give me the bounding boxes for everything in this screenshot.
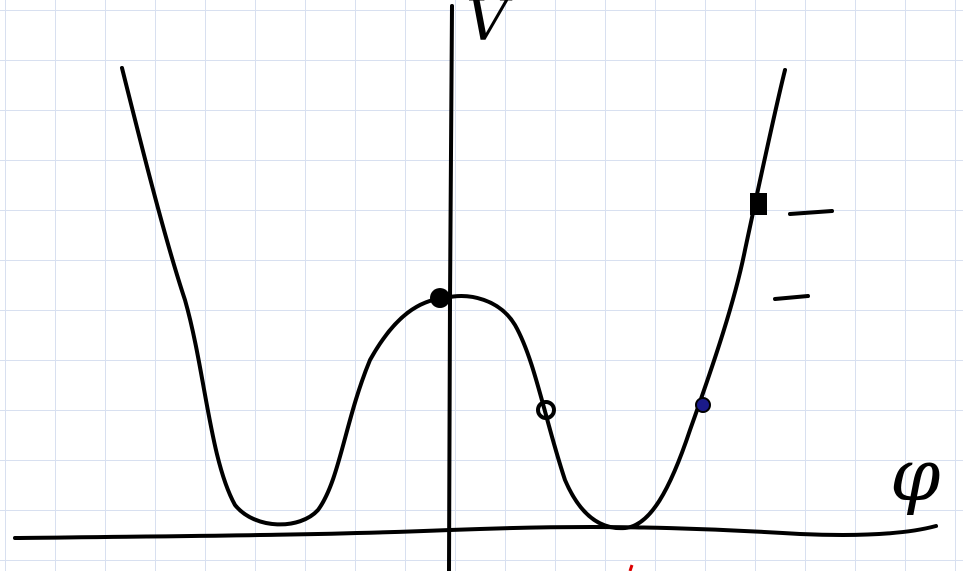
- red-mark: [630, 565, 632, 571]
- y-axis-label: V: [466, 0, 513, 54]
- point-top: [430, 288, 450, 308]
- point-blue: [696, 398, 710, 412]
- sketch: V φ: [0, 0, 963, 571]
- point-upper: [750, 193, 767, 215]
- grid-paper: [0, 0, 963, 571]
- x-axis-label: φ: [890, 433, 941, 517]
